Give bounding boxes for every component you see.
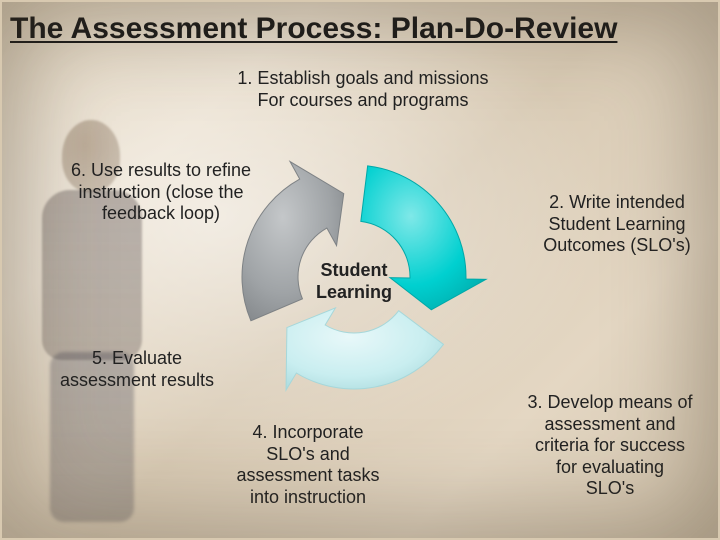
- cycle-arrow-2: [286, 308, 443, 390]
- step-5: 5. Evaluate assessment results: [42, 348, 232, 391]
- step-4: 4. Incorporate SLO's and assessment task…: [218, 422, 398, 508]
- slide-root: The Assessment Process: Plan-Do-Review 1…: [0, 0, 720, 540]
- step-6: 6. Use results to refine instruction (cl…: [56, 160, 266, 225]
- center-label: Student Learning: [304, 260, 404, 303]
- step-1: 1. Establish goals and missions For cour…: [218, 68, 508, 111]
- slide-title-text: The Assessment Process: Plan-Do-Review: [10, 12, 617, 45]
- step-3: 3. Develop means of assessment and crite…: [510, 392, 710, 500]
- slide-title: The Assessment Process: Plan-Do-Review: [10, 12, 710, 46]
- step-2: 2. Write intended Student Learning Outco…: [522, 192, 712, 257]
